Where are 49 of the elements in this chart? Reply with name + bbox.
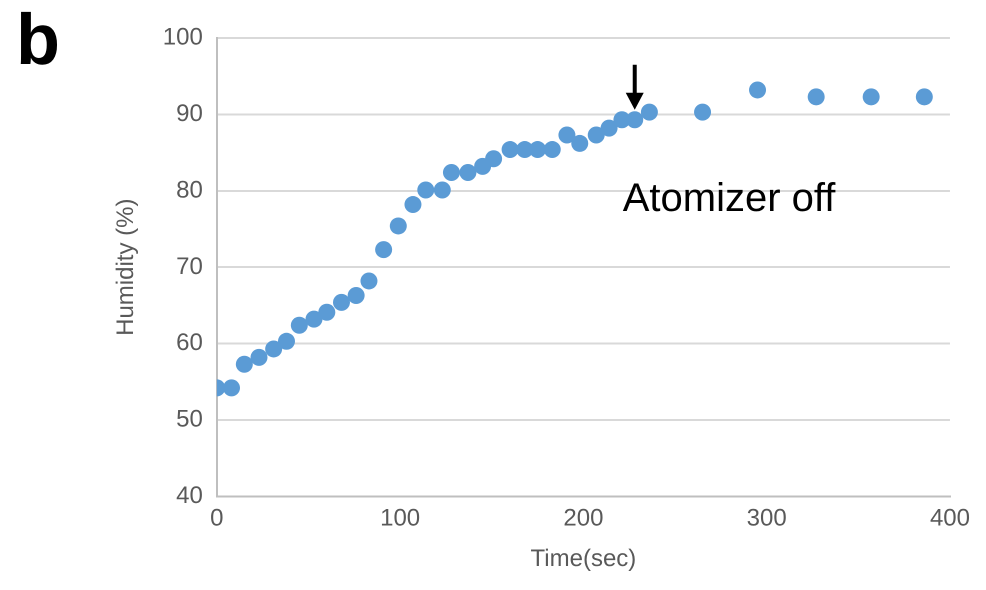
annotation: Atomizer off bbox=[622, 176, 836, 220]
x-tick-label: 300 bbox=[746, 504, 787, 532]
x-tick-label: 200 bbox=[563, 504, 604, 532]
y-tick-label: 60 bbox=[176, 329, 203, 356]
point bbox=[558, 126, 576, 144]
x-tick-label: 100 bbox=[380, 504, 420, 532]
point bbox=[404, 196, 422, 214]
point bbox=[862, 88, 880, 106]
point bbox=[600, 120, 618, 137]
y-tick-label: 100 bbox=[162, 24, 203, 51]
point bbox=[626, 111, 644, 128]
point bbox=[434, 182, 451, 199]
point bbox=[640, 104, 658, 121]
y-tick-label: 80 bbox=[176, 176, 203, 204]
point bbox=[375, 241, 392, 258]
point bbox=[290, 316, 308, 334]
point bbox=[278, 332, 295, 350]
x-tick-label: 400 bbox=[930, 504, 970, 532]
point bbox=[694, 104, 712, 121]
point bbox=[250, 348, 268, 366]
y-tick-label: 40 bbox=[176, 482, 203, 510]
point bbox=[265, 340, 282, 358]
point bbox=[502, 141, 519, 158]
point bbox=[223, 379, 240, 396]
point bbox=[390, 217, 407, 234]
point bbox=[360, 272, 378, 290]
point bbox=[459, 164, 476, 181]
point bbox=[749, 81, 766, 98]
point bbox=[571, 134, 588, 152]
point bbox=[588, 126, 605, 144]
text: b bbox=[16, 0, 60, 80]
point bbox=[305, 310, 322, 328]
y-tick-label: 90 bbox=[176, 100, 203, 128]
point bbox=[544, 141, 561, 158]
y-tick-label: 70 bbox=[176, 252, 203, 280]
point bbox=[318, 304, 336, 321]
point bbox=[417, 182, 434, 199]
point bbox=[485, 150, 502, 168]
point bbox=[332, 294, 350, 311]
x-tick-label: 0 bbox=[210, 504, 224, 532]
y-tick-label: 50 bbox=[176, 406, 203, 433]
y-axis-title: Humidity (%) bbox=[112, 198, 140, 336]
x-axis-title: Time(sec) bbox=[530, 545, 636, 572]
point bbox=[442, 164, 460, 181]
point bbox=[236, 356, 253, 373]
point bbox=[808, 88, 825, 106]
point bbox=[529, 141, 546, 158]
point bbox=[916, 88, 933, 106]
point bbox=[348, 286, 365, 304]
